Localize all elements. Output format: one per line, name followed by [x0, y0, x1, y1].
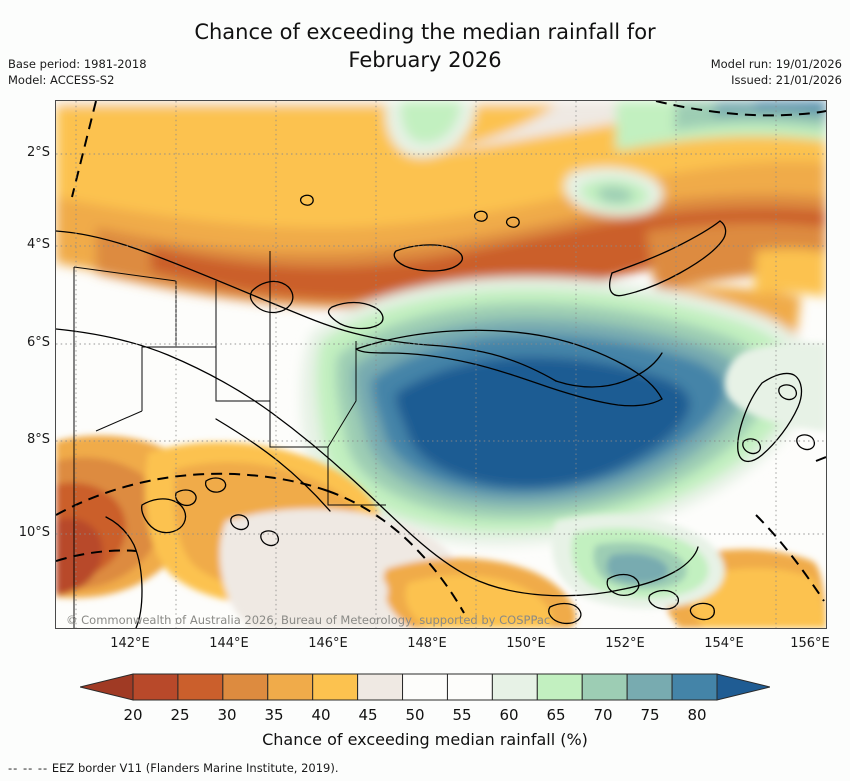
issued-label: Issued: 21/01/2026	[731, 73, 842, 87]
map-canvas	[56, 101, 826, 628]
base-period-label: Base period: 1981-2018	[8, 57, 147, 71]
colorbar-band-13	[671, 673, 718, 701]
colorbar-cap-low	[80, 673, 134, 701]
lon-label-156e: 156°E	[790, 636, 830, 651]
colorbar-swatches	[80, 673, 770, 701]
eez-footnote: -- -- -- EEZ border V11 (Flanders Marine…	[8, 761, 339, 775]
model-run-label: Model run: 19/01/2026	[710, 57, 842, 71]
colorbar-band-3	[222, 673, 269, 701]
eez-dash-sample: -- -- --	[8, 761, 49, 775]
model-label: Model: ACCESS-S2	[8, 73, 115, 87]
lat-label-6s: 6°S	[26, 335, 50, 350]
lat-label-8s: 8°S	[26, 432, 50, 447]
page-title: Chance of exceeding the median rainfall …	[0, 18, 850, 74]
colorbar-band-6	[357, 673, 404, 701]
page-title-line-2: February 2026	[348, 48, 502, 72]
colorbar-tick-35: 35	[264, 706, 284, 724]
colorbar-tick-80: 80	[687, 706, 707, 724]
lat-label-4s: 4°S	[26, 237, 50, 252]
colorbar-tick-40: 40	[311, 706, 331, 724]
map-credit: © Commonwealth of Australia 2026, Bureau…	[66, 613, 551, 627]
colorbar-tick-55: 55	[452, 706, 472, 724]
colorbar	[80, 672, 770, 704]
lat-label-2s: 2°S	[26, 145, 50, 160]
page-title-line-1: Chance of exceeding the median rainfall …	[194, 20, 656, 44]
colorbar-tick-60: 60	[499, 706, 519, 724]
probability-map[interactable]	[55, 100, 827, 629]
colorbar-title: Chance of exceeding median rainfall (%)	[262, 730, 588, 749]
colorbar-band-8	[446, 673, 493, 701]
lon-label-150e: 150°E	[506, 636, 546, 651]
colorbar-cap-high	[716, 673, 770, 701]
colorbar-tick-70: 70	[593, 706, 613, 724]
colorbar-band-12	[626, 673, 673, 701]
lon-label-142e: 142°E	[110, 636, 150, 651]
lat-label-10s: 10°S	[18, 525, 50, 540]
lon-label-152e: 152°E	[605, 636, 645, 651]
colorbar-band-10	[536, 673, 583, 701]
lon-label-154e: 154°E	[704, 636, 744, 651]
colorbar-tick-30: 30	[217, 706, 237, 724]
colorbar-tick-20: 20	[123, 706, 143, 724]
metadata-left: Base period: 1981-2018 Model: ACCESS-S2	[8, 56, 147, 88]
colorbar-band-4	[267, 673, 314, 701]
contour-layer	[56, 101, 826, 628]
graticule-layer	[56, 101, 826, 628]
colorbar-band-9	[491, 673, 538, 701]
colorbar-tick-65: 65	[546, 706, 566, 724]
lon-label-148e: 148°E	[407, 636, 447, 651]
admin-border-layer	[73, 251, 386, 628]
colorbar-band-2	[177, 673, 224, 701]
colorbar-tick-45: 45	[358, 706, 378, 724]
colorbar-band-7	[402, 673, 448, 701]
colorbar-tick-25: 25	[170, 706, 190, 724]
colorbar-band-1	[132, 673, 179, 701]
colorbar-band-5	[312, 673, 359, 701]
lon-label-144e: 144°E	[209, 636, 249, 651]
colorbar-tick-75: 75	[640, 706, 660, 724]
colorbar-band-11	[581, 673, 628, 701]
eez-footnote-text: EEZ border V11 (Flanders Marine Institut…	[51, 761, 339, 775]
colorbar-tick-50: 50	[405, 706, 425, 724]
metadata-right: Model run: 19/01/2026 Issued: 21/01/2026	[711, 56, 842, 88]
lon-label-146e: 146°E	[308, 636, 348, 651]
